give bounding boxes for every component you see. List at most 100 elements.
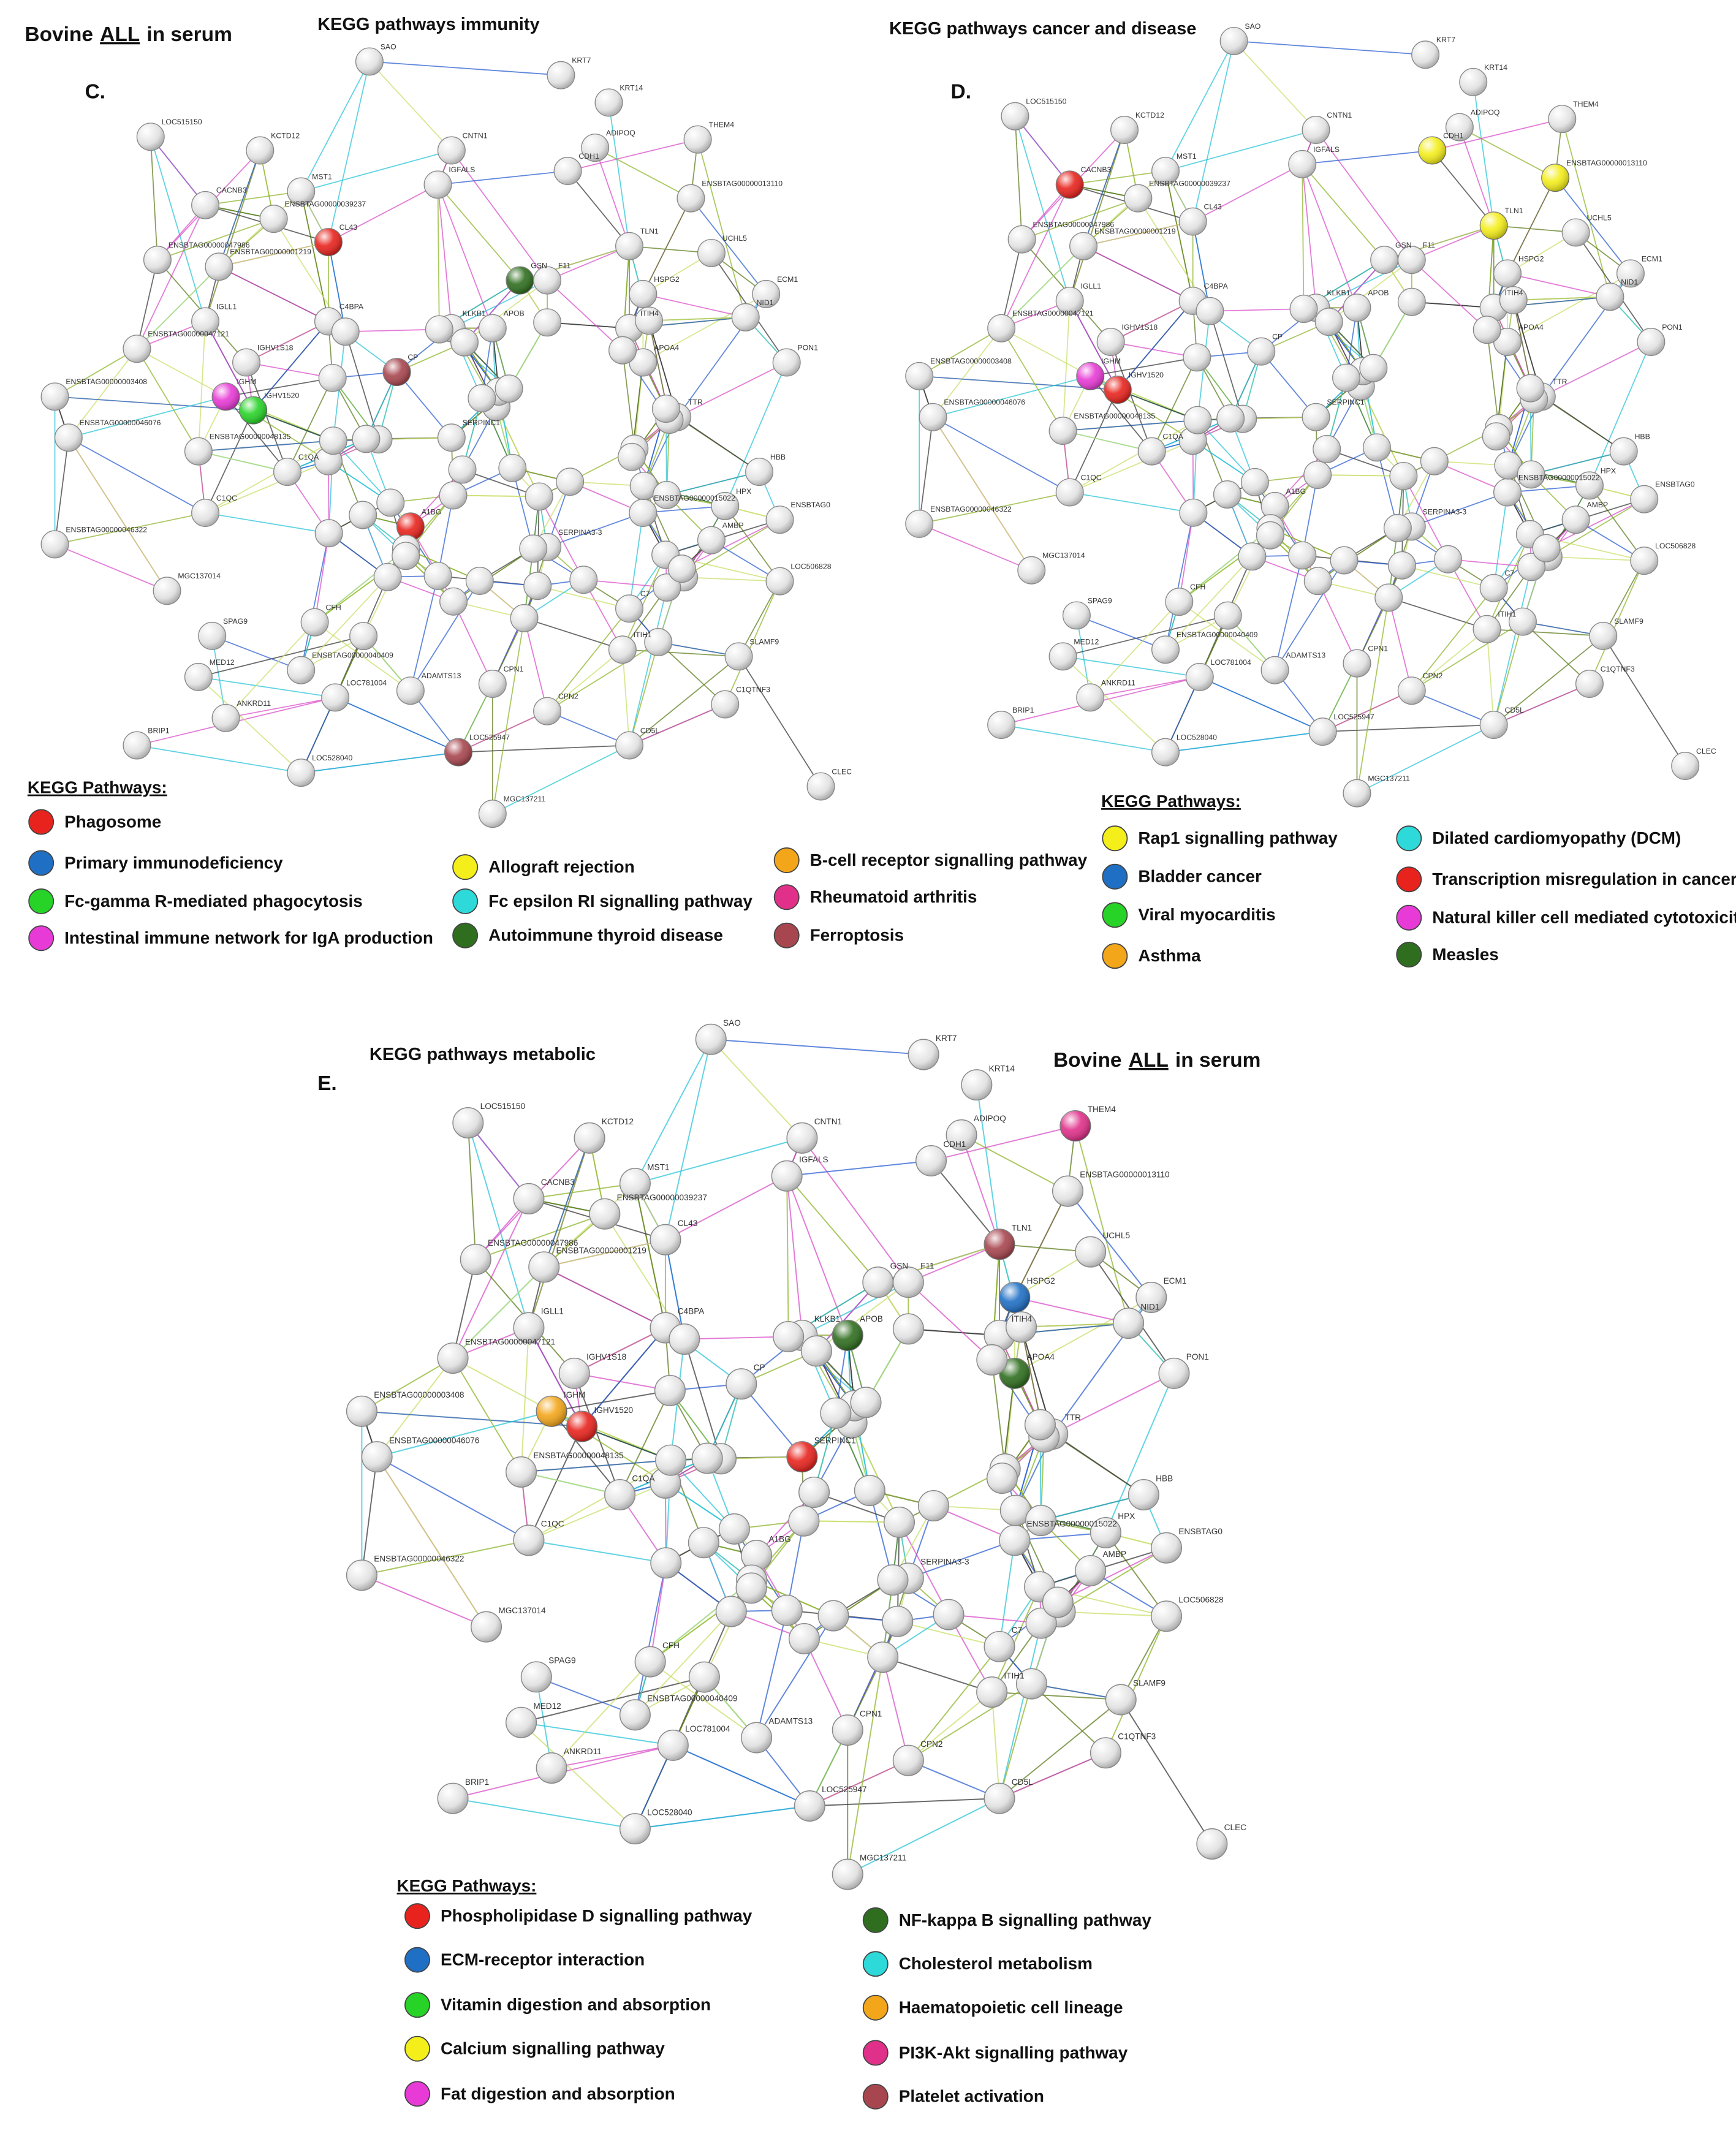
- node: [892, 1744, 924, 1776]
- node: [1135, 1281, 1167, 1313]
- edge: [1014, 116, 1071, 301]
- node: [711, 491, 740, 520]
- edge: [1001, 724, 1166, 753]
- node-label: MGC137211: [1368, 774, 1410, 783]
- edge: [1546, 498, 1645, 549]
- edge: [246, 320, 329, 363]
- legend-label: Dilated cardiomyopathy (DCM): [1432, 828, 1681, 847]
- edge: [919, 523, 1032, 571]
- edge: [1110, 341, 1197, 358]
- edge: [528, 1482, 666, 1541]
- edge: [1233, 40, 1317, 131]
- node: [604, 1479, 636, 1511]
- node-shine: [984, 1229, 1015, 1260]
- legend-label: Cholesterol metabolism: [899, 1954, 1093, 1973]
- node: [510, 604, 539, 632]
- node: [919, 403, 947, 431]
- node: [688, 1661, 720, 1693]
- edge: [908, 1281, 993, 1361]
- edge: [137, 744, 301, 774]
- edge: [882, 1657, 909, 1761]
- node: [594, 88, 623, 117]
- edge: [437, 184, 440, 330]
- node: [460, 1244, 491, 1276]
- node: [1006, 1311, 1037, 1343]
- edge: [882, 1656, 992, 1693]
- edge: [634, 1562, 667, 1716]
- edge: [528, 1183, 635, 1200]
- edge: [931, 1125, 1076, 1162]
- edge: [635, 1805, 810, 1830]
- edge: [1493, 635, 1604, 725]
- legend-swatch: [28, 809, 55, 835]
- node: [1165, 588, 1194, 616]
- node-label: ENSBTAG00000046322: [66, 525, 147, 534]
- node-label: ENSBTAG00000046322: [930, 505, 1012, 513]
- node: [1370, 246, 1399, 274]
- panel-label: E.: [317, 1072, 337, 1095]
- node-label: SPAG9: [223, 617, 248, 626]
- edge: [629, 703, 726, 746]
- node: [619, 1168, 651, 1200]
- legend-swatch: [452, 922, 479, 948]
- node-label: CL43: [678, 1219, 698, 1228]
- edge: [594, 147, 691, 199]
- node: [817, 1600, 849, 1632]
- node-label: TLN1: [640, 227, 659, 236]
- node-label: ENSBTAG00000046076: [944, 398, 1025, 407]
- edge: [642, 198, 692, 295]
- node: [437, 423, 466, 452]
- edge: [1522, 621, 1590, 684]
- node: [553, 157, 582, 186]
- node: [1001, 102, 1029, 131]
- node-shine: [314, 228, 343, 256]
- node-label: CD5L: [640, 726, 660, 735]
- node-label: CFH: [325, 604, 341, 612]
- edge: [150, 136, 206, 322]
- node-label: ENSBTAG00000047986: [1033, 221, 1114, 229]
- node: [439, 481, 468, 510]
- node-label: HSPG2: [1027, 1276, 1055, 1285]
- node: [735, 1572, 767, 1604]
- node: [854, 1475, 885, 1507]
- edge: [1165, 512, 1194, 650]
- node: [905, 509, 934, 538]
- node: [877, 1564, 909, 1596]
- node: [361, 1441, 393, 1473]
- node-shine: [396, 513, 425, 540]
- node-label: ITIH4: [1505, 289, 1523, 297]
- edge: [437, 184, 521, 281]
- node: [1219, 26, 1248, 55]
- node: [657, 1729, 689, 1761]
- node-shine: [1056, 171, 1084, 199]
- legend-label: Measles: [1432, 945, 1499, 964]
- edge: [1548, 498, 1645, 558]
- node-label: THEM4: [1573, 100, 1599, 108]
- node: [513, 1183, 545, 1214]
- node-shine: [1418, 137, 1446, 164]
- legend-swatch: [773, 884, 800, 910]
- node: [1575, 670, 1604, 698]
- node-label: THEM4: [1088, 1105, 1116, 1114]
- edge: [150, 136, 206, 206]
- node-label: C7: [640, 589, 650, 598]
- node: [618, 442, 646, 471]
- node: [495, 374, 523, 403]
- node: [184, 662, 213, 691]
- edge: [1076, 615, 1166, 651]
- edge: [634, 1611, 732, 1716]
- title-suffix: in serum: [1175, 1049, 1260, 1072]
- edge: [1069, 300, 1118, 390]
- edge: [1432, 118, 1563, 151]
- node: [300, 608, 329, 637]
- node-label: KRT14: [989, 1064, 1015, 1073]
- legend-label: Phagosome: [64, 812, 161, 831]
- node-label: SPAG9: [548, 1656, 575, 1665]
- node: [644, 628, 673, 657]
- node: [765, 567, 794, 596]
- legend-swatch: [862, 2040, 889, 2066]
- edge: [150, 137, 158, 260]
- node-label: CFH: [1190, 583, 1205, 591]
- node-label: ENSBTAG00000040409: [1177, 630, 1258, 639]
- edge: [1322, 690, 1412, 732]
